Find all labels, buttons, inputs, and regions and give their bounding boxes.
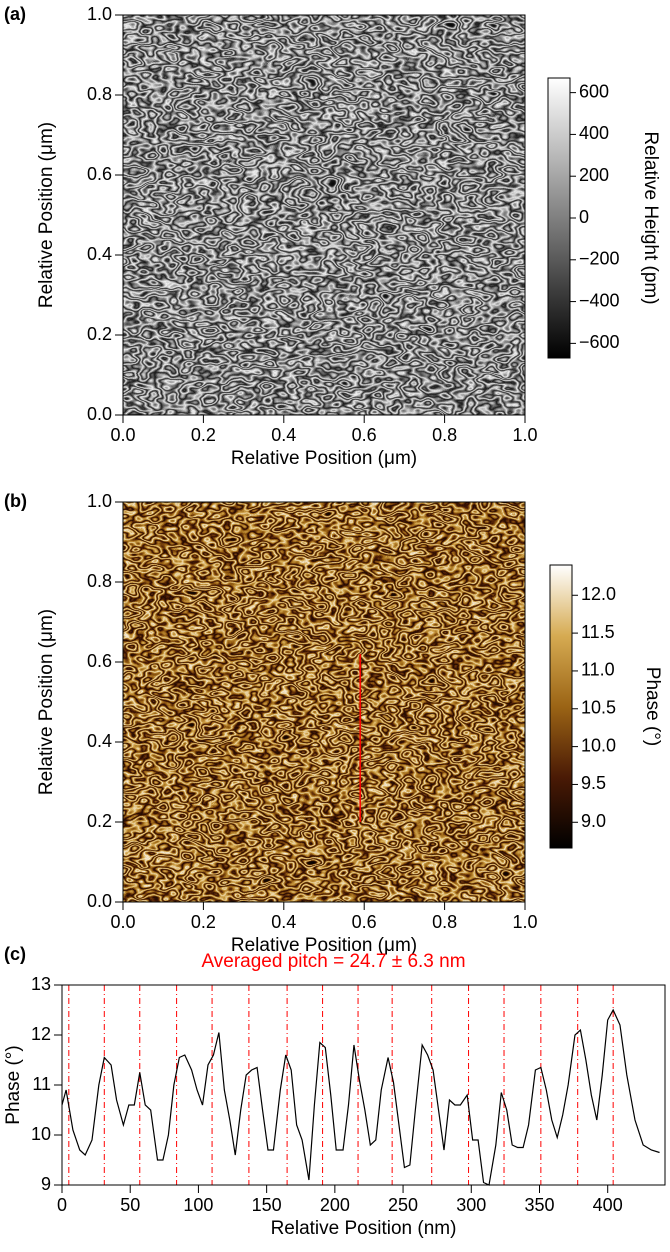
y-axis-label: Phase (°) [3, 1045, 24, 1124]
x-tick-label: 0.6 [352, 425, 377, 445]
colorbar-tick-label: 600 [579, 81, 609, 101]
image-texture [123, 15, 525, 415]
y-tick-label: 9 [41, 1174, 51, 1194]
colorbar-tick-label: 200 [579, 165, 609, 185]
x-tick-label: 50 [120, 1195, 140, 1215]
x-tick-label: 0.8 [432, 912, 457, 932]
x-tick-label: 0.0 [110, 912, 135, 932]
y-tick-label: 0.8 [87, 84, 112, 104]
x-tick-label: 1.0 [512, 912, 537, 932]
y-tick-label: 11 [32, 1074, 51, 1094]
colorbar [547, 77, 571, 359]
y-tick-label: 10 [31, 1124, 51, 1144]
y-tick-label: 0.0 [87, 404, 112, 424]
plot-frame [122, 501, 526, 903]
colorbar-tick-label: 9.0 [581, 811, 606, 831]
y-tick-label: 12 [31, 1024, 51, 1044]
x-tick-label: 100 [183, 1195, 213, 1215]
y-tick-label: 0.0 [87, 891, 112, 911]
x-tick-label: 0.0 [110, 425, 135, 445]
colorbar-tick-label: 10.0 [581, 735, 616, 755]
plot-frame [61, 984, 666, 1186]
y-tick-label: 0.4 [87, 244, 112, 264]
x-tick-label: 0.6 [352, 912, 377, 932]
colorbar-label: Phase (°) [642, 667, 663, 746]
y-tick-label: 0.2 [87, 811, 112, 831]
panel-label: (c) [4, 944, 26, 964]
x-tick-label: 150 [252, 1195, 282, 1215]
x-tick-label: 0.2 [191, 912, 216, 932]
x-axis-label: Relative Position (μm) [231, 935, 417, 956]
profile-line [61, 1008, 660, 1186]
colorbar-tick-label: 12.0 [581, 584, 616, 604]
y-tick-label: 0.2 [87, 324, 112, 344]
plot-frame [122, 14, 526, 416]
y-axis-label: Relative Position (μm) [36, 122, 57, 308]
colorbar-tick-label: −200 [579, 249, 620, 269]
colorbar-tick-label: 11.5 [581, 622, 615, 642]
panel-label: (a) [4, 4, 26, 24]
x-tick-label: 350 [524, 1195, 554, 1215]
chart-title: Averaged pitch = 24.7 ± 6.3 nm [201, 951, 465, 972]
x-tick-label: 0.2 [191, 425, 216, 445]
colorbar-label: Relative Height (pm) [640, 131, 661, 304]
colorbar-tick-label: 10.5 [581, 698, 616, 718]
x-tick-label: 300 [456, 1195, 486, 1215]
y-tick-label: 1.0 [87, 491, 112, 511]
y-tick-label: 1.0 [87, 4, 112, 24]
colorbar-tick-label: −600 [579, 332, 620, 352]
colorbar [549, 564, 573, 849]
x-tick-label: 1.0 [512, 425, 537, 445]
x-tick-label: 0 [57, 1195, 67, 1215]
x-tick-label: 0.4 [271, 912, 296, 932]
image-texture [123, 502, 525, 902]
x-axis-label: Relative Position (nm) [271, 1218, 457, 1239]
colorbar-tick-label: 11.0 [581, 660, 615, 680]
y-tick-label: 0.6 [87, 164, 112, 184]
colorbar-tick-label: −400 [579, 290, 620, 310]
y-tick-label: 13 [31, 974, 51, 994]
x-tick-label: 0.4 [271, 425, 296, 445]
colorbar-tick-label: 9.5 [581, 773, 606, 793]
y-tick-label: 0.8 [87, 571, 112, 591]
y-tick-label: 0.6 [87, 651, 112, 671]
colorbar-tick-label: 0 [579, 207, 589, 227]
y-axis-label: Relative Position (μm) [36, 609, 57, 795]
colorbar-tick-label: 400 [579, 123, 609, 143]
x-tick-label: 0.8 [432, 425, 457, 445]
x-axis-label: Relative Position (μm) [231, 448, 417, 469]
x-tick-label: 200 [320, 1195, 350, 1215]
y-tick-label: 0.4 [87, 731, 112, 751]
panel-label: (b) [4, 491, 27, 511]
x-tick-label: 400 [593, 1195, 623, 1215]
x-tick-label: 250 [388, 1195, 418, 1215]
